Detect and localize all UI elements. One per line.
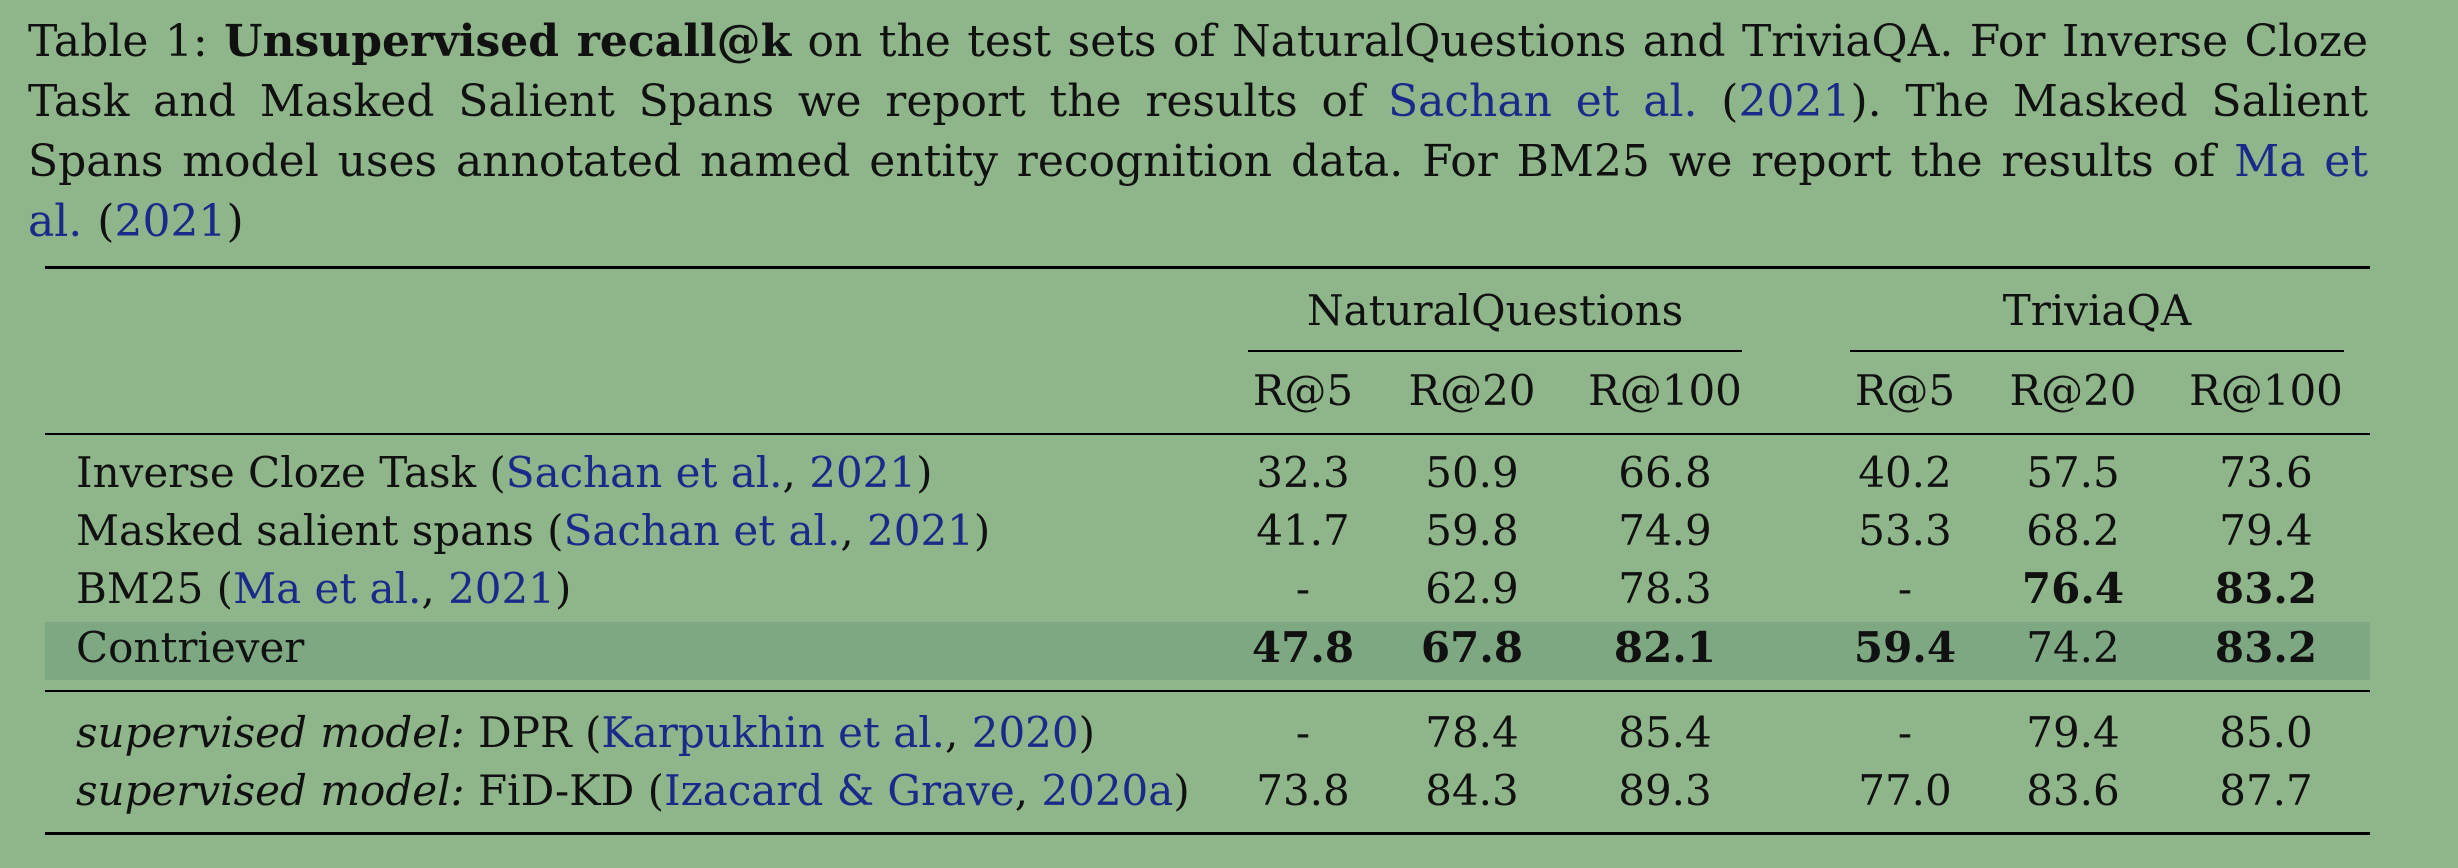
supervised-rule: [45, 690, 2370, 692]
table-cell: -: [1295, 708, 1311, 757]
top-rule: [45, 266, 2370, 269]
table-cell: 66.8: [1618, 448, 1712, 497]
group-header-tqa: TriviaQA: [2002, 286, 2192, 335]
table-cell: 83.2: [2214, 623, 2318, 672]
table-cell: 50.9: [1425, 448, 1519, 497]
citation-link[interactable]: Karpukhin et al.: [601, 708, 946, 757]
citation-year-link-ma[interactable]: 2021: [114, 196, 227, 247]
table-cell: 79.4: [2219, 506, 2313, 555]
column-header: R@20: [1408, 366, 1536, 415]
group-underline-nq: [1248, 350, 1742, 352]
table-cell: 78.3: [1618, 564, 1712, 613]
method-name: FiD-KD: [478, 766, 635, 815]
citation-year-link[interactable]: 2020: [971, 708, 1079, 757]
table-cell: 77.0: [1858, 766, 1952, 815]
column-header: R@20: [2009, 366, 2137, 415]
column-header: R@5: [1252, 366, 1354, 415]
citation-year-link[interactable]: 2021: [809, 448, 917, 497]
table-cell: 59.8: [1425, 506, 1519, 555]
table-cell: 85.4: [1618, 708, 1712, 757]
citation-link[interactable]: Sachan et al.: [505, 448, 783, 497]
table-cell: 57.5: [2026, 448, 2120, 497]
table-cell: -: [1897, 564, 1913, 613]
citation-link-sachan[interactable]: Sachan et al.: [1388, 76, 1698, 127]
supervised-prefix: supervised model:: [76, 708, 465, 757]
table-cell: -: [1897, 708, 1913, 757]
row-label: supervised model: FiD-KD (Izacard & Grav…: [76, 766, 1190, 815]
group-header-nq: NaturalQuestions: [1306, 286, 1684, 335]
table-cell: 83.2: [2214, 564, 2318, 613]
row-label: BM25 (Ma et al., 2021): [76, 564, 572, 613]
row-label: Inverse Cloze Task (Sachan et al., 2021): [76, 448, 933, 497]
citation-year-link[interactable]: 2021: [448, 564, 555, 613]
citation-link[interactable]: Izacard & Grave: [664, 766, 1015, 815]
citation-year-link-sachan[interactable]: 2021: [1738, 76, 1851, 127]
column-header: R@100: [2189, 366, 2343, 415]
citation-year-link[interactable]: 2021: [867, 506, 974, 555]
table-cell: 62.9: [1425, 564, 1519, 613]
caption-bold-title: Unsupervised recall@k: [224, 16, 792, 67]
row-label: Contriever: [76, 619, 304, 677]
table-cell: 79.4: [2026, 708, 2120, 757]
table-cell: -: [1295, 564, 1311, 613]
table-cell: 59.4: [1853, 623, 1957, 672]
caption-text-1: on the test sets of NaturalQuestions and…: [28, 16, 2368, 127]
table-cell: 53.3: [1858, 506, 1952, 555]
method-name: Inverse Cloze Task: [76, 448, 477, 497]
row-label: Masked salient spans (Sachan et al., 202…: [76, 506, 991, 555]
table-cell: 76.4: [2021, 564, 2125, 613]
citation-year-link[interactable]: 2020a: [1041, 766, 1174, 815]
table-cell: 89.3: [1618, 766, 1712, 815]
highlight-row-contriever: [45, 622, 2370, 680]
caption-text-2: . The Masked Salient Spans model uses an…: [28, 76, 2369, 187]
citation-link[interactable]: Sachan et al.: [563, 506, 841, 555]
citation-link[interactable]: Ma et al.: [233, 564, 422, 613]
table-cell: 85.0: [2219, 708, 2313, 757]
method-name: BM25: [76, 564, 204, 613]
citation-link-ma[interactable]: Ma et al.: [28, 136, 2368, 247]
table-cell: 87.7: [2219, 766, 2313, 815]
row-label: supervised model: DPR (Karpukhin et al.,…: [76, 708, 1095, 757]
table-cell: 74.9: [1618, 506, 1712, 555]
table-cell: 40.2: [1858, 448, 1952, 497]
group-underline-tqa: [1850, 350, 2344, 352]
method-name: Masked salient spans: [76, 506, 534, 555]
method-name: Contriever: [76, 623, 305, 672]
table-cell: 78.4: [1425, 708, 1519, 757]
table-cell: 82.1: [1613, 623, 1717, 672]
table-cell: 83.6: [2026, 766, 2120, 815]
supervised-prefix: supervised model:: [76, 766, 465, 815]
header-rule: [45, 433, 2370, 435]
caption-label: Table 1:: [28, 16, 225, 67]
table-cell: 41.7: [1256, 506, 1350, 555]
table-cell: 68.2: [2026, 506, 2120, 555]
column-header: R@100: [1588, 366, 1742, 415]
method-name: DPR: [478, 708, 572, 757]
table-cell: 73.8: [1256, 766, 1350, 815]
table-cell: 74.2: [2026, 623, 2120, 672]
table-cell: 67.8: [1420, 623, 1524, 672]
table-cell: 84.3: [1425, 766, 1519, 815]
table-cell: 47.8: [1251, 623, 1355, 672]
table-cell: 32.3: [1256, 448, 1350, 497]
column-header: R@5: [1854, 366, 1956, 415]
table-cell: 73.6: [2219, 448, 2313, 497]
table-caption: Table 1: Unsupervised recall@k on the te…: [28, 16, 2369, 247]
bottom-rule: [45, 832, 2370, 835]
